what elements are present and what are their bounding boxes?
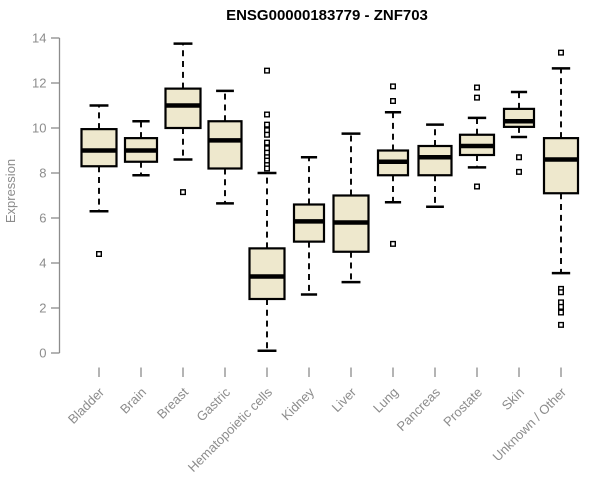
boxplot-gastric — [207, 89, 243, 205]
outlier-point — [95, 250, 102, 257]
boxplot-liver — [332, 132, 370, 284]
outlier-point — [390, 83, 397, 90]
boxplot-hematopoietic-cells — [248, 67, 286, 352]
boxplot-skin — [502, 90, 536, 175]
outlier-point — [264, 131, 271, 138]
x-tick-label-breast: Breast — [154, 384, 191, 421]
x-tick-label-kidney: Kidney — [278, 384, 317, 423]
y-tick-label: 4 — [39, 256, 46, 271]
x-tick-label-gastric: Gastric — [193, 384, 233, 424]
outlier-point — [474, 183, 481, 190]
outlier-point — [558, 309, 565, 316]
x-tick-label-liver: Liver — [329, 384, 360, 415]
outlier-point — [516, 154, 523, 161]
x-tick-label-pancreas: Pancreas — [394, 384, 444, 434]
y-tick-label: 0 — [39, 346, 46, 361]
boxplot-brain — [123, 120, 159, 177]
iqr-box — [248, 247, 286, 301]
x-tick-label-skin: Skin — [499, 385, 527, 413]
boxplot-breast — [164, 42, 202, 196]
outlier-point — [516, 168, 523, 175]
outlier-point — [264, 121, 271, 128]
y-tick-label: 12 — [32, 76, 46, 91]
boxplot-kidney — [292, 156, 326, 296]
outlier-point — [264, 165, 271, 172]
x-tick-label-lung: Lung — [370, 385, 401, 416]
outlier-point — [558, 303, 565, 310]
iqr-box — [502, 107, 536, 128]
boxplot-lung — [376, 83, 410, 247]
x-tick-label-brain: Brain — [117, 385, 149, 417]
outlier-point — [474, 84, 481, 91]
outlier-point — [558, 289, 565, 296]
outlier-point — [179, 189, 186, 196]
y-tick-label: 14 — [32, 31, 46, 46]
outlier-point — [264, 111, 271, 118]
chart-title: ENSG00000183779 - ZNF703 — [226, 7, 428, 24]
y-tick-label: 2 — [39, 301, 46, 316]
y-tick-label: 6 — [39, 211, 46, 226]
x-tick-label-unknown-other: Unknown / Other — [490, 384, 570, 464]
boxplot-unknown-other — [542, 49, 580, 328]
boxplot-prostate — [458, 84, 496, 190]
outlier-point — [558, 321, 565, 328]
x-tick-label-bladder: Bladder — [65, 384, 108, 427]
y-axis-title: Expression — [3, 159, 18, 223]
outlier-point — [558, 49, 565, 56]
outlier-point — [264, 67, 271, 74]
iqr-box — [542, 137, 580, 195]
outlier-point — [474, 94, 481, 101]
boxplot-pancreas — [417, 123, 453, 208]
iqr-box — [207, 120, 243, 170]
outlier-point — [390, 240, 397, 247]
iqr-box — [80, 128, 118, 168]
x-tick-label-prostate: Prostate — [440, 385, 485, 430]
y-tick-label: 8 — [39, 166, 46, 181]
y-tick-label: 10 — [32, 121, 46, 136]
outlier-point — [264, 139, 271, 146]
outlier-point — [390, 97, 397, 104]
boxplot-bladder — [80, 104, 118, 257]
iqr-box — [164, 87, 202, 130]
iqr-box — [417, 144, 453, 177]
